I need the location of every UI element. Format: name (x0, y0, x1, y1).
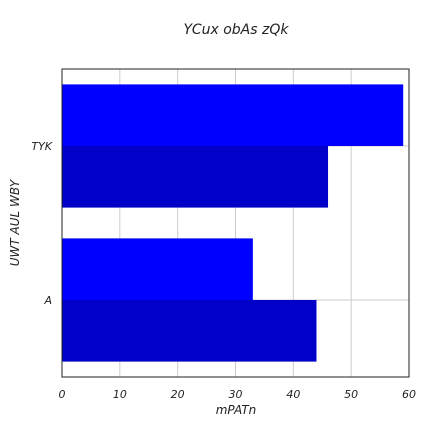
x-axis-ticks: 0 10 20 30 40 50 60 (59, 388, 417, 401)
y-axis-ticks: TYK A (31, 140, 52, 307)
x-tick-label: 50 (344, 388, 358, 401)
y-tick-label: A (43, 294, 52, 307)
bar-tyk-series-2 (62, 146, 329, 208)
chart-title: YCux obAs zQk (184, 22, 290, 38)
x-tick-label: 40 (286, 388, 300, 401)
x-tick-label: 60 (402, 388, 416, 401)
x-tick-label: 30 (229, 388, 243, 401)
x-tick-label: 10 (113, 388, 127, 401)
x-tick-label: 0 (59, 388, 66, 401)
x-tick-label: 20 (171, 388, 185, 401)
bar-a-series-2 (62, 300, 317, 362)
y-axis-label: UWT AUL WBY (8, 178, 22, 266)
y-tick-label: TYK (31, 140, 52, 153)
bar-a-series-1 (62, 238, 253, 300)
plot-frame (61, 68, 410, 378)
bar-tyk-series-1 (62, 84, 404, 146)
x-axis-label: mPATn (216, 403, 257, 417)
bars (62, 84, 404, 362)
